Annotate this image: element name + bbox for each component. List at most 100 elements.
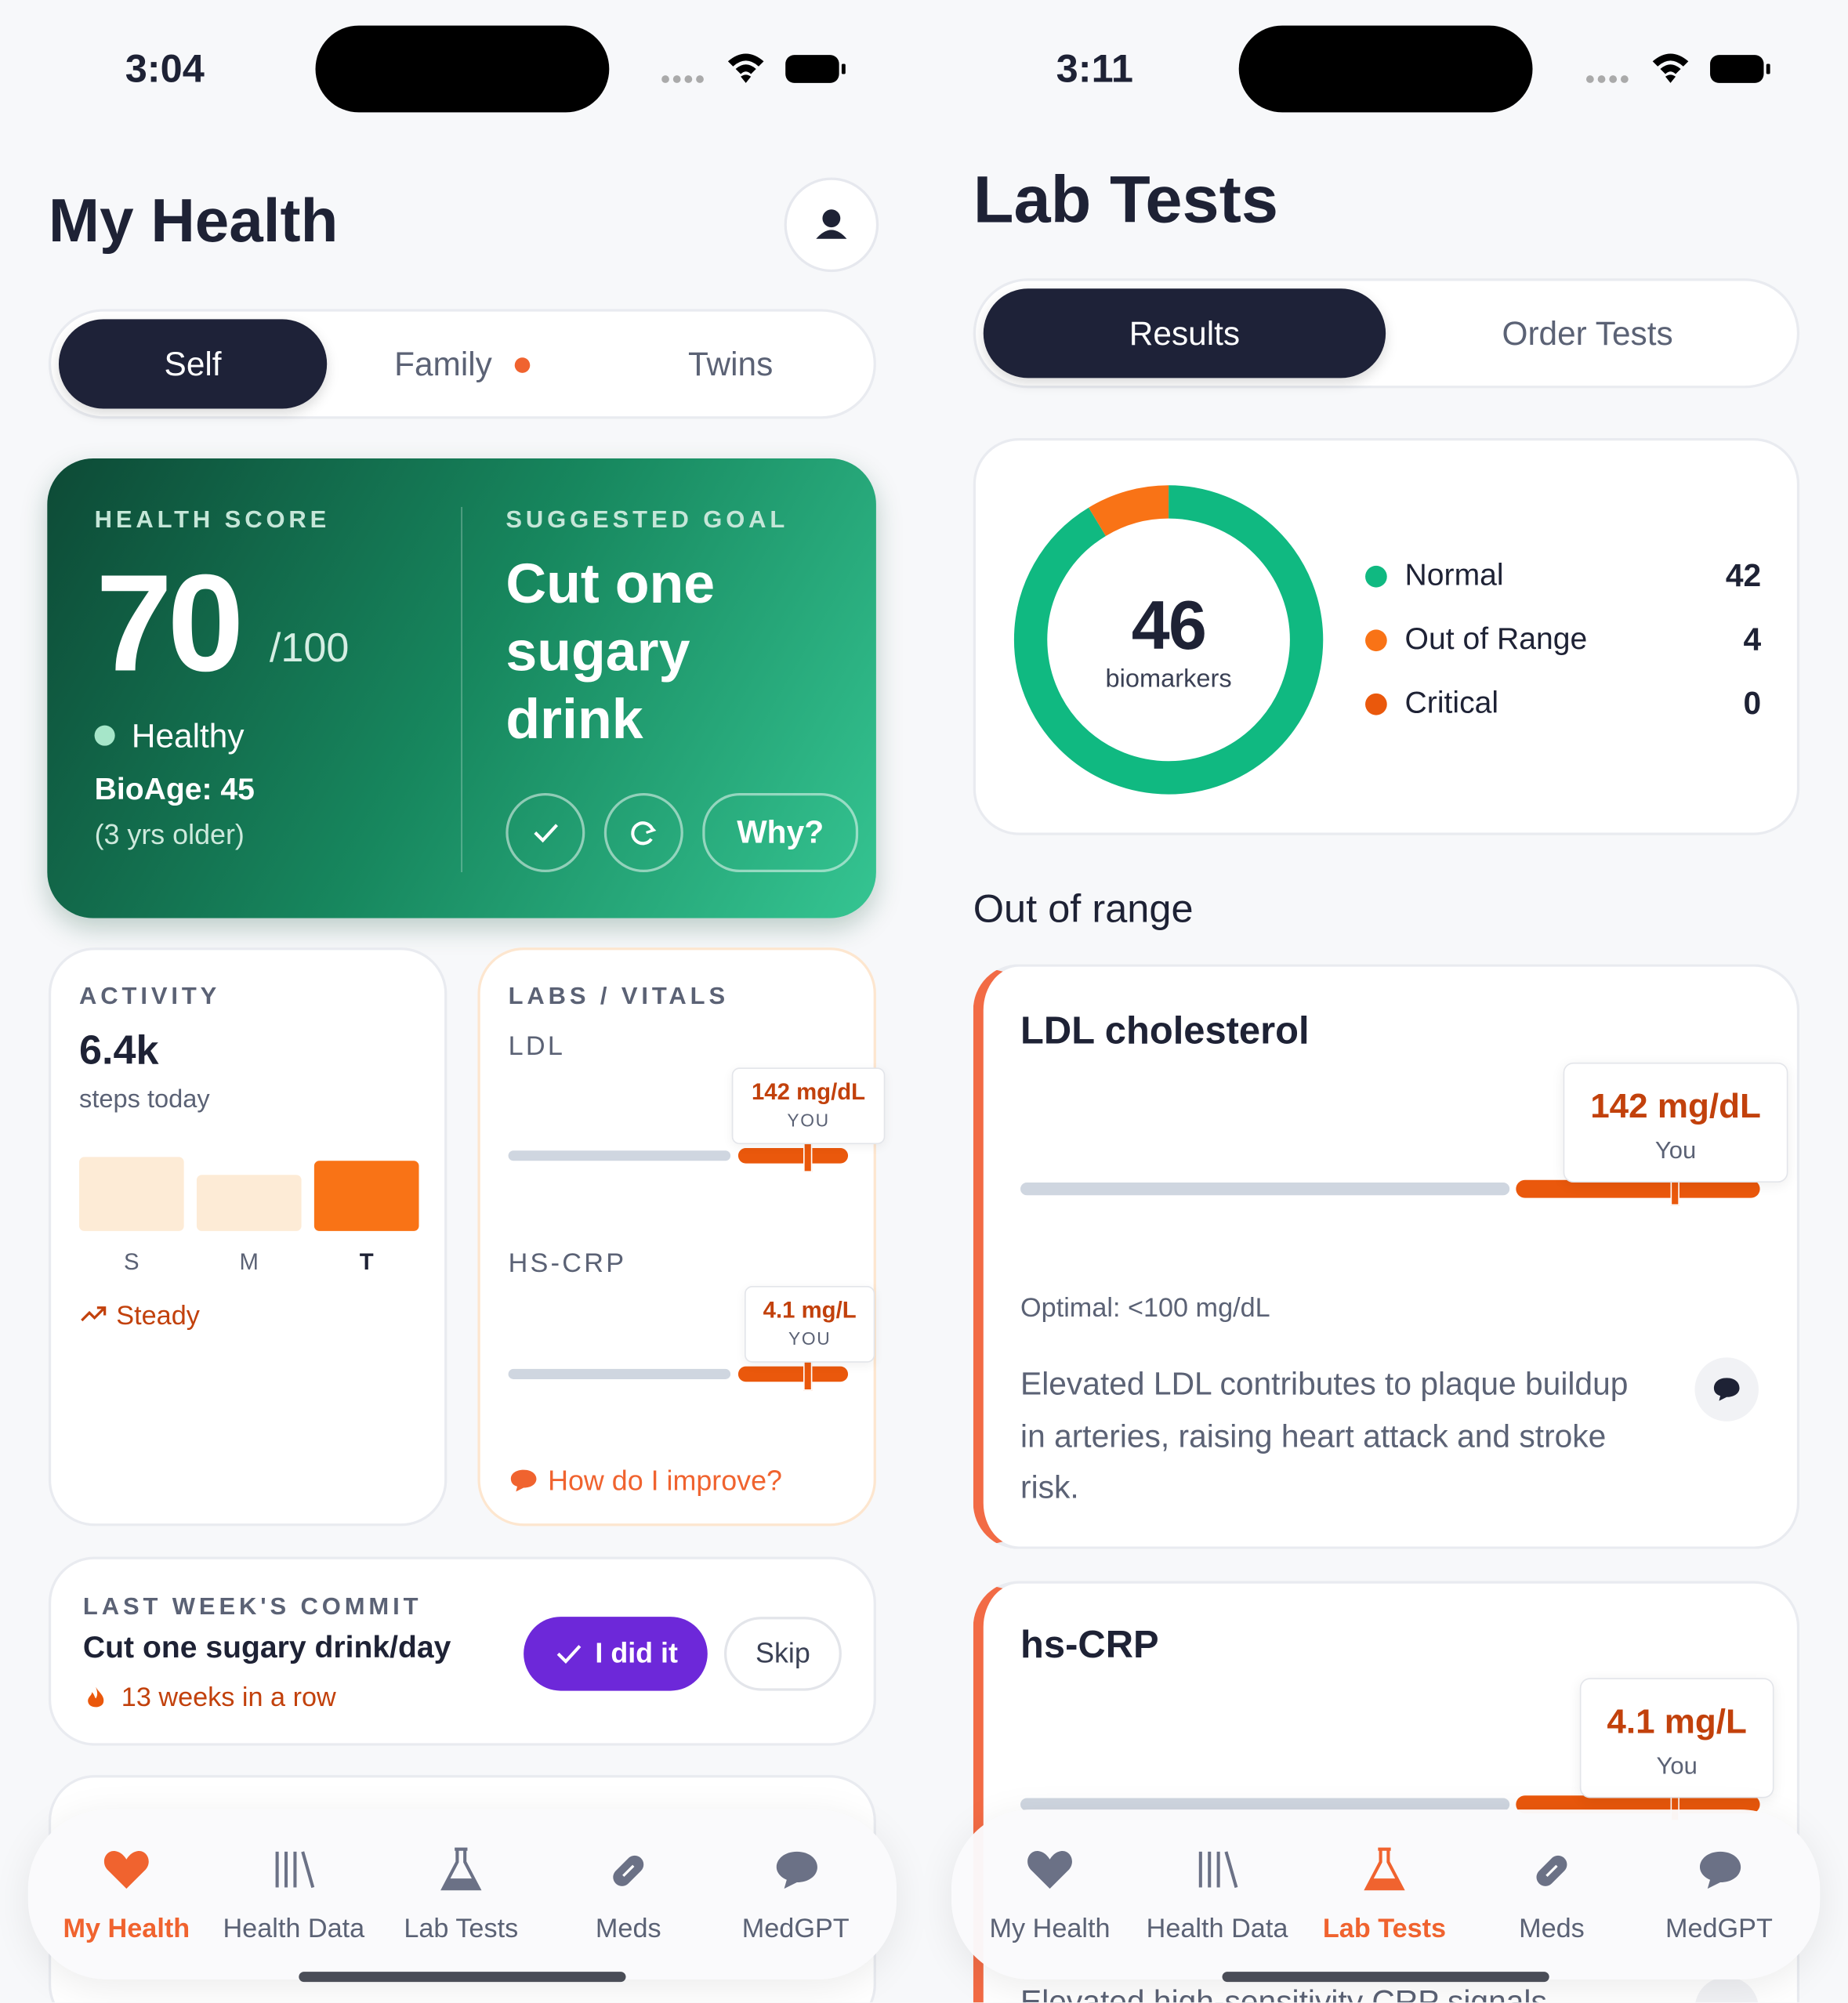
chat-icon <box>510 1469 537 1492</box>
heart-icon <box>103 1851 149 1889</box>
ask-button[interactable] <box>1694 1976 1759 2003</box>
result-value: 4.1 mg/L <box>1607 1702 1747 1741</box>
skip-button[interactable]: Skip <box>723 1617 842 1691</box>
why-button[interactable]: Why? <box>702 792 859 873</box>
lab-name: LDL <box>508 1031 566 1062</box>
activity-bar <box>313 1161 419 1231</box>
value-tooltip: 142 mg/dL YOU <box>731 1067 886 1145</box>
value-marker <box>803 1360 813 1391</box>
activity-label: ACTIVITY <box>79 983 221 1011</box>
commit-label: LAST WEEK'S COMMIT <box>82 1593 422 1621</box>
range-bar <box>508 1368 731 1379</box>
done-button[interactable]: I did it <box>524 1617 708 1691</box>
flask-icon <box>1364 1847 1405 1891</box>
score-value: 70 <box>96 545 244 701</box>
tab[interactable]: Family <box>394 344 492 383</box>
status-icons <box>1585 53 1770 83</box>
donut-segment <box>1013 485 1324 795</box>
status-time: 3:04 <box>125 45 205 91</box>
nav-label[interactable]: MedGPT <box>1665 1914 1773 1944</box>
activity-card: ACTIVITY 6.4k steps today S M T Steady <box>48 947 448 1527</box>
nav-label-active[interactable]: Lab Tests <box>1322 1914 1447 1944</box>
lab-value: 4.1 mg/L <box>763 1297 857 1324</box>
you-label: YOU <box>788 1327 832 1349</box>
summary-card: 46 biomarkers Normal 42 Out of Range 4 Criti… <box>973 437 1800 835</box>
nav-label[interactable]: Lab Tests <box>404 1914 519 1944</box>
tab-active[interactable] <box>58 319 328 409</box>
result-description: Elevated LDL contributes to plaque build… <box>1020 1366 1629 1506</box>
range-bar-high <box>1516 1179 1760 1198</box>
donut-chart <box>1013 485 1324 795</box>
legend-dot <box>1365 565 1387 588</box>
improve-link[interactable]: How do I improve? <box>548 1465 783 1497</box>
library-icon <box>275 1851 315 1889</box>
result-name: LDL cholesterol <box>1020 1010 1310 1052</box>
pill-icon <box>1536 1855 1567 1886</box>
page-title: My Health <box>48 187 339 255</box>
legend-label: Out of Range <box>1404 621 1588 657</box>
total-label: biomarkers <box>1105 665 1232 694</box>
section-title: Out of range <box>973 886 1194 931</box>
commit-streak: 13 weeks in a row <box>121 1682 336 1713</box>
refresh-button[interactable] <box>603 792 683 873</box>
nav-label[interactable]: Health Data <box>223 1914 365 1944</box>
nav-label[interactable]: My Health <box>989 1914 1111 1944</box>
range-bar-high <box>737 1148 849 1164</box>
activity-bar <box>196 1175 302 1231</box>
score-status: Healthy <box>131 716 245 755</box>
score-max: /100 <box>269 624 350 671</box>
range-bar <box>1020 1183 1510 1196</box>
commit-card: LAST WEEK'S COMMIT Cut one sugary drink/… <box>48 1556 876 1746</box>
value-tooltip: 4.1 mg/L YOU <box>745 1286 875 1363</box>
result-value: 142 mg/dL <box>1590 1086 1761 1125</box>
goal-label: SUGGESTED GOAL <box>505 506 789 534</box>
tab-active[interactable] <box>983 288 1386 379</box>
status-time: 3:11 <box>1056 45 1134 91</box>
legend-label: Normal <box>1404 558 1504 593</box>
flask-icon <box>440 1847 482 1891</box>
legend-count: 0 <box>1743 686 1762 722</box>
ask-button[interactable] <box>1694 1357 1759 1422</box>
labs-card: LABS / VITALS LDL 142 mg/dL YOU HS-CRP 4… <box>477 947 886 1527</box>
page-title: Lab Tests <box>973 163 1279 238</box>
you-label: You <box>1654 1137 1697 1165</box>
done-label: I did it <box>595 1637 678 1669</box>
day-label: M <box>239 1248 259 1275</box>
divider <box>461 506 462 873</box>
tab[interactable]: Order Tests <box>1502 313 1673 353</box>
chat-icon <box>776 1851 817 1889</box>
nav-label[interactable]: Meds <box>1519 1914 1585 1944</box>
chat-icon <box>1713 1378 1740 1401</box>
trend-icon <box>81 1306 107 1322</box>
dynamic-island <box>1238 25 1533 113</box>
legend-dot <box>1365 629 1387 652</box>
chat-icon <box>1699 1851 1741 1889</box>
home-indicator <box>1222 1972 1549 1983</box>
result-card: LDL cholesterol 142 mg/dL You Optimal: <… <box>973 964 1800 1549</box>
tab[interactable]: Twins <box>687 344 774 383</box>
nav-label[interactable]: Meds <box>595 1914 661 1944</box>
library-icon <box>1198 1851 1238 1889</box>
tab-bar: My Health Health Data Lab Tests Meds Med… <box>27 1809 897 1979</box>
range-bar <box>1020 1798 1510 1811</box>
nav-label-active[interactable]: My Health <box>63 1914 190 1944</box>
profile-icon <box>816 209 847 239</box>
activity-unit: steps today <box>79 1085 210 1114</box>
legend-count: 42 <box>1725 558 1762 594</box>
profile-button[interactable] <box>784 177 879 273</box>
nav-label[interactable]: Health Data <box>1146 1914 1288 1944</box>
commit-text: Cut one sugary drink/day <box>82 1630 451 1665</box>
you-label: YOU <box>787 1110 830 1131</box>
total-count: 46 <box>1131 587 1207 665</box>
tab[interactable]: Self <box>164 344 222 383</box>
you-label: You <box>1656 1753 1698 1780</box>
pill-icon <box>613 1855 644 1886</box>
day-label: T <box>359 1248 374 1275</box>
value-tooltip: 4.1 mg/L You <box>1579 1678 1774 1798</box>
accept-button[interactable] <box>505 792 585 873</box>
tab[interactable]: Results <box>1129 313 1241 353</box>
nav-label[interactable]: MedGPT <box>741 1914 850 1944</box>
activity-value: 6.4k <box>79 1027 159 1073</box>
